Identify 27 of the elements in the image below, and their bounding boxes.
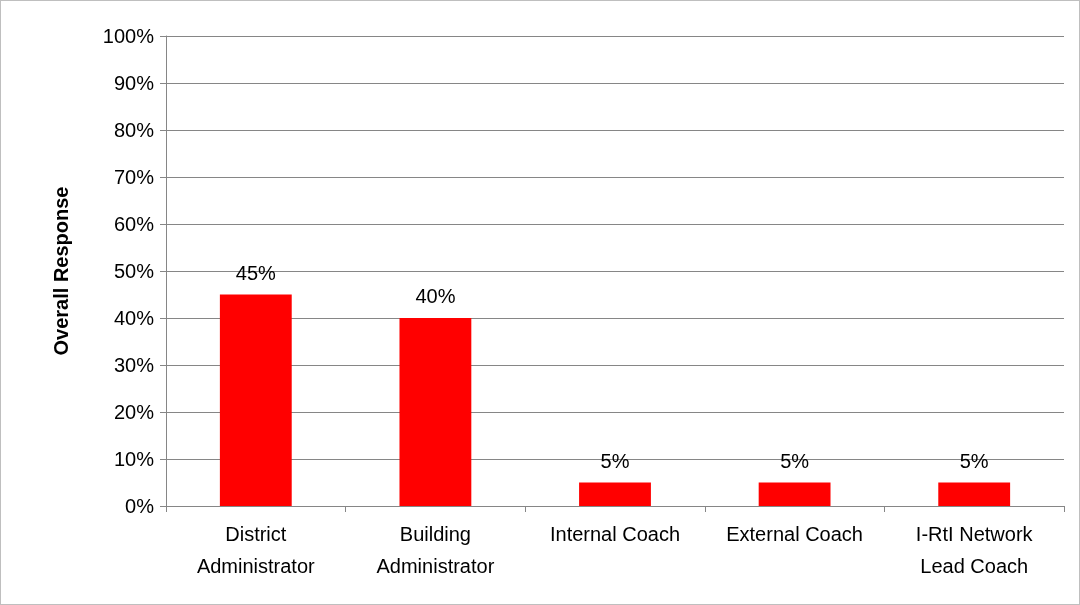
- y-tick-label: 0%: [125, 495, 155, 517]
- y-tick-label: 50%: [113, 260, 155, 282]
- bar: [399, 318, 472, 506]
- bar: [219, 294, 292, 506]
- y-tick-label: 60%: [113, 213, 155, 235]
- bar: [758, 482, 831, 506]
- x-tick-label: Building Administrator: [376, 523, 495, 577]
- y-tick-label: 80%: [113, 119, 155, 141]
- data-label: 5%: [600, 449, 630, 472]
- y-tick-label: 10%: [113, 448, 155, 470]
- data-label: 45%: [235, 261, 277, 284]
- y-tick-label: 90%: [113, 72, 155, 94]
- y-tick-label: 100%: [102, 25, 155, 47]
- x-tick-label: External Coach: [726, 523, 863, 545]
- x-tick-label: Internal Coach: [549, 523, 681, 545]
- y-tick-label: 40%: [113, 307, 155, 329]
- x-tick-label: I-RtI Network Lead Coach: [915, 523, 1034, 577]
- y-axis-title: Overall Response: [50, 186, 72, 356]
- y-tick-label: 70%: [113, 166, 155, 188]
- data-label: 5%: [780, 449, 810, 472]
- data-label: 40%: [415, 285, 456, 307]
- y-tick-label: 20%: [113, 401, 155, 423]
- bar: [579, 482, 651, 506]
- bar: [938, 482, 1011, 506]
- data-label: 5%: [959, 449, 989, 472]
- x-tick-label: District Administrator: [196, 523, 316, 577]
- y-tick-label: 30%: [113, 354, 155, 376]
